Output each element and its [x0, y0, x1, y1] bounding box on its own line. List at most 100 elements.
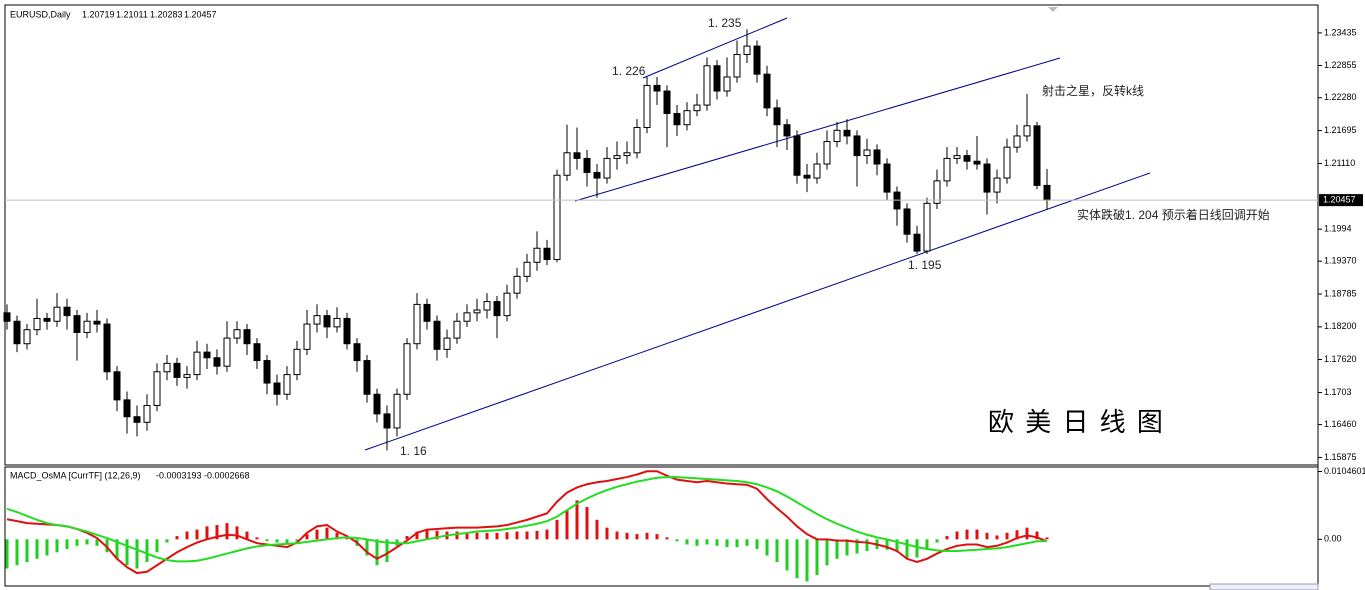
main-panel — [4, 4, 1319, 466]
osma-bar — [315, 529, 319, 540]
osma-bar — [45, 539, 49, 556]
candle-body — [323, 315, 331, 328]
osma-bar — [655, 534, 659, 540]
osma-bar — [775, 539, 779, 563]
candle-body — [833, 129, 841, 143]
ohlc-high: 1.21011 — [116, 9, 148, 19]
osma-bar — [155, 539, 159, 553]
candle-body — [423, 303, 431, 322]
osma-bar — [215, 525, 219, 540]
osma-bar — [965, 529, 969, 540]
candle-body — [1043, 184, 1051, 201]
osma-bar — [125, 539, 129, 566]
ohlc-low: 1.20283 — [150, 9, 183, 19]
osma-bar — [575, 500, 579, 540]
candle-body — [123, 399, 131, 418]
indicator-title: MACD_OsMA [CurrTF] (12,26,9) — [10, 470, 141, 480]
macd-panel — [4, 466, 1319, 587]
candle-body — [853, 135, 861, 157]
osma-bar — [65, 539, 69, 550]
candle-body — [803, 174, 811, 179]
osma-bar — [835, 539, 839, 559]
osma-bar — [705, 539, 709, 545]
osma-bar — [1015, 530, 1019, 540]
osma-bar — [435, 530, 439, 540]
osma-bar — [615, 531, 619, 540]
osma-bar — [685, 539, 689, 545]
candle-body — [233, 329, 241, 339]
trend-line — [364, 172, 1151, 451]
candle-body — [33, 317, 41, 331]
osma-bar — [225, 523, 229, 540]
osma-bar — [5, 539, 9, 569]
osma-bar — [845, 539, 849, 556]
osma-bar — [95, 539, 99, 546]
candle-body — [173, 362, 181, 378]
osma-bar — [1045, 537, 1049, 540]
y-tick-label: 0.00 — [1324, 534, 1342, 544]
current-price-label: 1.20457 — [1323, 195, 1356, 205]
osma-bar — [305, 534, 309, 540]
osma-bar — [285, 539, 289, 545]
osma-bar — [175, 536, 179, 540]
osma-bar — [805, 539, 809, 582]
candle-body — [23, 329, 31, 345]
osma-bar — [745, 539, 749, 546]
osma-bar — [635, 534, 639, 540]
candle-body — [1003, 146, 1011, 179]
osma-bar — [885, 539, 889, 550]
signal-value: -0.0002668 — [204, 470, 250, 480]
annotation: 1. 16 — [400, 444, 427, 458]
candle-body — [973, 160, 981, 165]
candle-body — [643, 84, 651, 129]
symbol-label: EURUSD,Daily — [10, 9, 71, 19]
candle-body — [493, 301, 501, 317]
osma-bar — [335, 532, 339, 540]
osma-bar — [735, 539, 739, 548]
osma-bar — [715, 539, 719, 546]
candle-body — [873, 149, 881, 165]
shift-marker — [1048, 7, 1058, 12]
osma-bar — [35, 539, 39, 559]
osma-bar — [55, 539, 59, 553]
candle-body — [943, 157, 951, 182]
candle-body — [573, 152, 581, 159]
candle-body — [553, 174, 561, 260]
candle-body — [253, 343, 261, 362]
osma-bar — [165, 539, 169, 543]
candle-body — [903, 208, 911, 235]
osma-bar — [235, 526, 239, 540]
osma-bar — [865, 539, 869, 551]
y-tick-label: 1.23435 — [1324, 27, 1357, 37]
candle-body — [463, 312, 471, 322]
indicator-line — [6, 476, 1048, 563]
osma-bar — [525, 531, 529, 540]
osma-bar — [195, 529, 199, 540]
annotation: 实体跌破1. 204 预示着日线回调开始 — [1077, 207, 1270, 222]
candle-body — [213, 357, 221, 367]
candle-body — [163, 362, 171, 373]
y-tick-label: 1.21695 — [1324, 125, 1357, 135]
osma-bar — [565, 510, 569, 540]
trend-line — [642, 17, 788, 79]
candle-body — [613, 155, 621, 159]
candle-body — [393, 393, 401, 429]
candle-body — [1023, 125, 1031, 137]
candle-body — [733, 54, 741, 78]
candle-body — [673, 112, 681, 126]
osma-bar — [985, 532, 989, 540]
osma-bar — [515, 531, 519, 540]
osma-bar — [935, 539, 939, 543]
osma-bar — [755, 539, 759, 550]
osma-bar — [695, 539, 699, 546]
osma-bar — [115, 539, 119, 559]
candle-body — [43, 317, 51, 322]
candle-body — [513, 275, 521, 294]
y-tick-label: 1.16460 — [1324, 419, 1357, 429]
candle-body — [483, 301, 491, 311]
candle-body — [923, 202, 931, 252]
candle-body — [293, 348, 301, 376]
osma-bar — [205, 526, 209, 540]
candle-body — [313, 315, 321, 325]
